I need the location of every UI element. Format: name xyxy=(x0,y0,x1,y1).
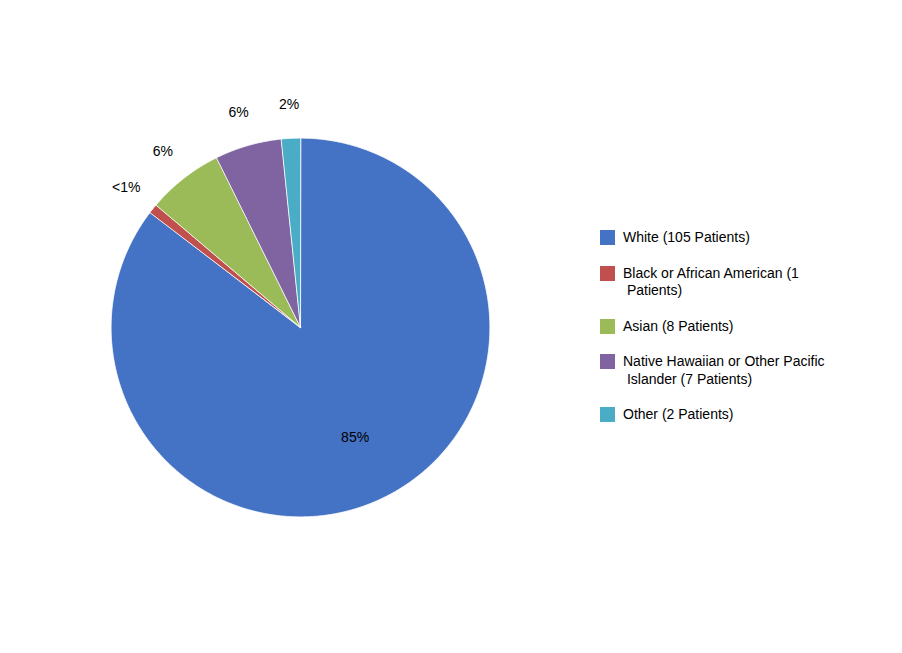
html-text:White (105 Patients): White (105 Patients) xyxy=(623,229,750,246)
html-text:Other (2 Patients): Other (2 Patients) xyxy=(623,406,734,423)
svg-text:6%: 6% xyxy=(228,104,248,120)
svg-text:2%: 2% xyxy=(279,95,299,111)
svg-text:<1%: <1% xyxy=(112,178,140,194)
html-text:Native Hawaiian or Other Pacif: Native Hawaiian or Other Pacific Islande… xyxy=(623,353,825,387)
html-text:Asian (8 Patients): Asian (8 Patients) xyxy=(623,317,734,334)
svg-text:85%: 85% xyxy=(341,429,369,445)
svg-text:6%: 6% xyxy=(153,142,173,158)
html-text:Black or African American (1 P: Black or African American (1 Patients) xyxy=(623,264,799,299)
